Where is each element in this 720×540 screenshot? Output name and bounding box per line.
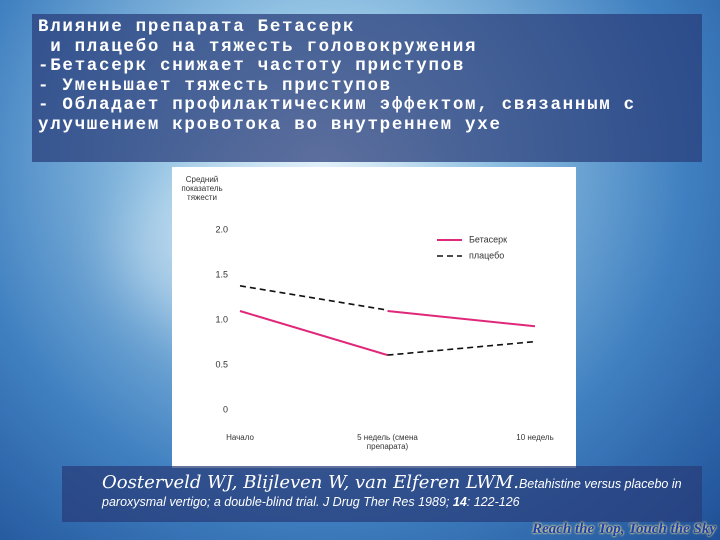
y-tick-label: 1.0 (215, 314, 228, 324)
header-line: - Уменьшает тяжесть приступов (38, 75, 392, 96)
legend-label: плацебо (469, 250, 504, 260)
series-line (239, 285, 536, 356)
y-axis-title: Средний показатель тяжести (181, 175, 223, 202)
footer-slogan: Reach the Top, Touch the Sky (532, 521, 716, 537)
header-line: Влияние препарата Бетасерк (38, 17, 356, 37)
x-tick-label: 10 недель (516, 433, 554, 442)
x-tick-label: 5 недель (смена препарата) (357, 433, 418, 451)
header-line: - Обладает профилактическим эффектом, св… (38, 95, 636, 115)
citation-pages: : 122-126 (466, 495, 520, 509)
y-tick-label: 0.5 (215, 359, 228, 369)
header-line: и плацебо на тяжесть головокружения (38, 36, 478, 57)
y-tick-label: 0 (223, 404, 228, 414)
header-line: -Бетасерк снижает частоту приступов (38, 56, 466, 76)
chart: 0 0.5 1.0 1.5 2.0 Бетасерк плацебо Средний пок… (172, 167, 576, 468)
chart-svg: 0 0.5 1.0 1.5 2.0 Бетасерк плацебо (215, 224, 536, 414)
y-tick-label: 1.5 (215, 269, 228, 279)
citation-text: Betahistine versus placebo in paroxysmal… (102, 477, 682, 509)
citation-authors: Oosterveld WJ, Blijleven W, van Elferen … (102, 472, 519, 493)
series-line (239, 310, 536, 357)
y-tick-label: 2.0 (215, 224, 228, 234)
x-tick-label: Начало (226, 433, 254, 442)
citation-box: Oosterveld WJ, Blijleven W, van Elferen … (62, 466, 702, 522)
header-line: улучшением кровотока во внутреннем ухе (38, 114, 502, 135)
legend-label: Бетасерк (469, 234, 507, 244)
citation-volume: 14 (452, 495, 467, 509)
header-box: Влияние препарата Бетасерк и плацебо на … (32, 14, 702, 162)
